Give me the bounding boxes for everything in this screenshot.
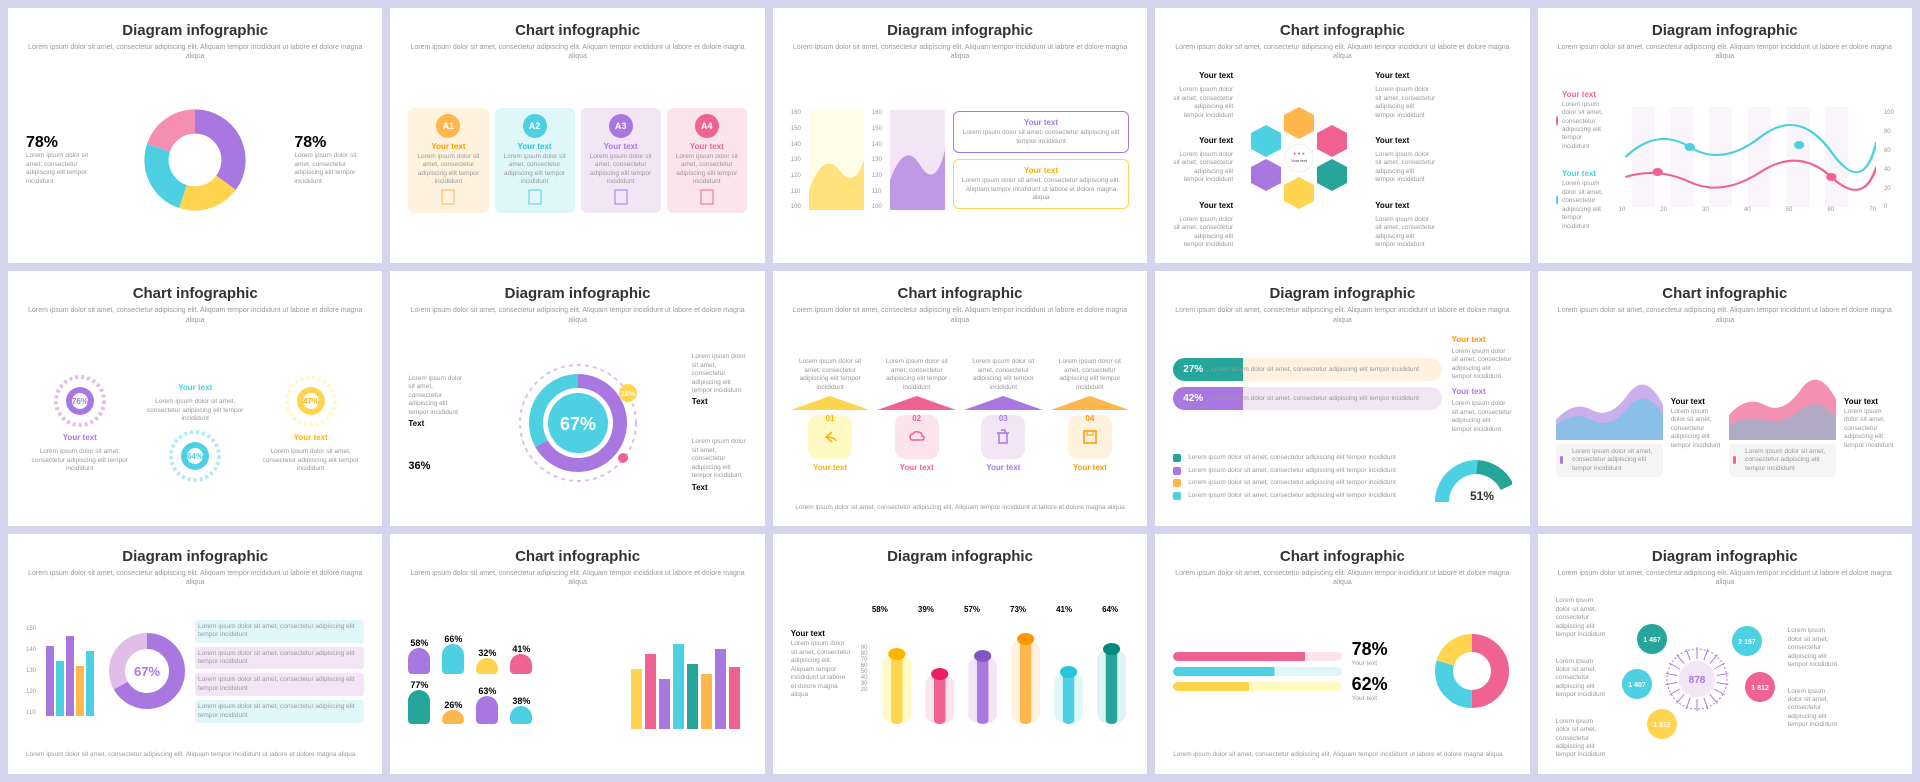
svg-text:1 467: 1 467 <box>1643 637 1661 644</box>
doc-icon <box>611 187 631 207</box>
half-donut: 51% <box>1432 442 1512 512</box>
area-chart <box>1729 370 1836 440</box>
gear-icon: 47% <box>283 373 339 429</box>
svg-text:64%: 64% <box>187 452 203 461</box>
doc-icon <box>697 187 717 207</box>
doc-icon <box>438 187 458 207</box>
svg-text:Your text: Your text <box>1291 158 1308 163</box>
donut-chart: 67% <box>107 631 187 711</box>
save-icon <box>1080 427 1100 447</box>
line-chart <box>1619 107 1876 207</box>
doc-icon <box>525 187 545 207</box>
svg-text:67%: 67% <box>134 664 160 679</box>
card-pct-donut: Chart infographic Lorem ipsum dolor sit … <box>1155 534 1529 774</box>
card-arrows: Chart infographic Lorem ipsum dolor sit … <box>773 271 1147 526</box>
svg-text:47%: 47% <box>303 397 319 406</box>
bar-chart <box>627 629 747 729</box>
hexagon-cluster: ● ● ● Your text <box>1239 105 1369 215</box>
svg-text:1 812: 1 812 <box>1653 722 1671 729</box>
svg-text:● ● ●: ● ● ● <box>1293 151 1305 157</box>
card-hexagons: Chart infographic Lorem ipsum dolor sit … <box>1155 8 1529 263</box>
card-gears: Chart infographic Lorem ipsum dolor sit … <box>8 271 382 526</box>
title: Chart infographic <box>408 22 746 39</box>
svg-text:18%: 18% <box>621 391 636 398</box>
card-cylinders: Chart infographic Lorem ipsum dolor sit … <box>390 534 764 774</box>
network-chart: 878 1 467 2 157 1 407 1 812 1 812 <box>1612 619 1782 739</box>
svg-text:1 407: 1 407 <box>1628 682 1646 689</box>
donut-chart: 67% 18% <box>513 358 643 488</box>
donut-chart <box>140 105 250 215</box>
area-chart <box>1556 370 1663 440</box>
card-lines: Diagram infographic Lorem ipsum dolor si… <box>1538 8 1912 263</box>
subtitle: Lorem ipsum dolor sit amet, consectetur … <box>26 43 364 61</box>
gear-icon: 64% <box>167 428 223 484</box>
reply-icon <box>820 427 840 447</box>
card-bars-donut: Diagram infographic Lorem ipsum dolor si… <box>8 534 382 774</box>
donut-chart <box>1432 631 1512 711</box>
card-boxes-a: Chart infographic Lorem ipsum dolor sit … <box>390 8 764 263</box>
area-chart-1 <box>809 110 864 210</box>
card-donut-67: Diagram infographic Lorem ipsum dolor si… <box>390 271 764 526</box>
svg-text:878: 878 <box>1688 675 1705 686</box>
title: Diagram infographic <box>26 22 364 39</box>
svg-text:51%: 51% <box>1470 489 1494 503</box>
card-pills: Diagram infographic Lorem ipsum dolor si… <box>1155 271 1529 526</box>
area-chart-2 <box>890 110 945 210</box>
card-area-boxes: Diagram infographic Lorem ipsum dolor si… <box>773 8 1147 263</box>
card-network: Diagram infographic Lorem ipsum dolor si… <box>1538 534 1912 774</box>
svg-text:2 157: 2 157 <box>1738 639 1756 646</box>
card-two-areas: Chart infographic Lorem ipsum dolor sit … <box>1538 271 1912 526</box>
svg-text:67%: 67% <box>560 414 596 434</box>
cloud-icon <box>907 427 927 447</box>
gear-icon: 76% <box>52 373 108 429</box>
lollipop-chart <box>871 614 1129 724</box>
bar-chart <box>44 626 99 716</box>
svg-text:76%: 76% <box>72 397 88 406</box>
card-donut-1: Diagram infographic Lorem ipsum dolor si… <box>8 8 382 263</box>
svg-text:1 812: 1 812 <box>1751 685 1769 692</box>
card-lollipop: Diagram infographic Your textLorem ipsum… <box>773 534 1147 774</box>
trash-icon <box>993 427 1013 447</box>
